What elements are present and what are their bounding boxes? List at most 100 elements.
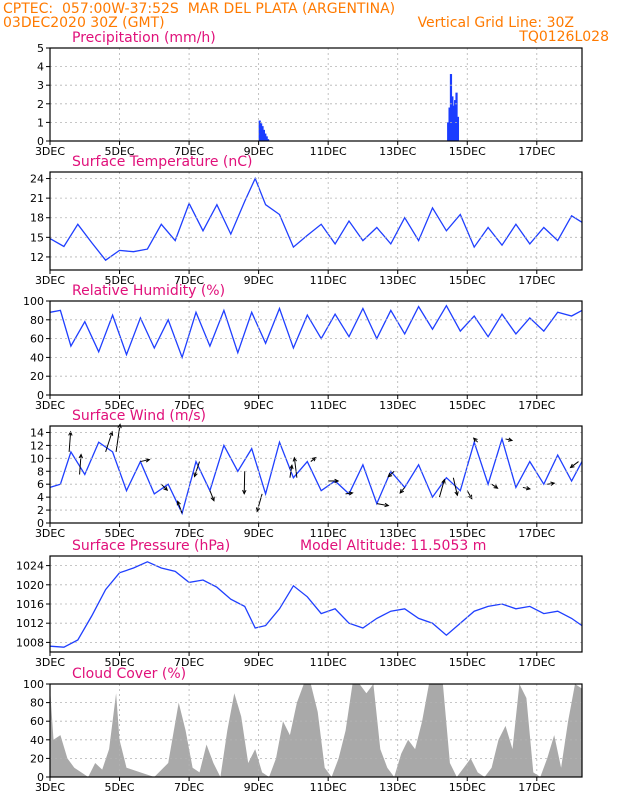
y-tick-label: 12 [30, 439, 44, 452]
temp-frame [49, 171, 583, 271]
wind-arrow [570, 461, 579, 468]
precip-bar [449, 74, 453, 141]
x-tick-label: 5DEC [104, 399, 134, 412]
x-tick-label: 11DEC [310, 145, 347, 158]
y-tick-label: 14 [30, 426, 44, 439]
x-tick-label: 9DEC [244, 145, 274, 158]
precip-bar [266, 139, 270, 141]
x-tick-label: 7DEC [174, 781, 204, 794]
y-tick-label: 20 [30, 752, 44, 765]
wind-arrow [209, 490, 215, 501]
wind-arrow [547, 482, 555, 485]
wind-arrow-head [334, 478, 340, 484]
x-tick-label: 3DEC [35, 145, 65, 158]
x-tick-label: 13DEC [379, 656, 416, 669]
x-tick-label: 15DEC [449, 145, 486, 158]
wind-arrow-head [454, 491, 459, 497]
y-tick-label: 1020 [16, 579, 44, 592]
wind-arrow-head [78, 453, 83, 459]
wind-arrow-head [493, 484, 499, 489]
wind-arrow-head [472, 437, 478, 443]
y-tick-label: 0 [37, 389, 44, 402]
x-tick-label: 13DEC [379, 781, 416, 794]
y-tick-label: 1012 [16, 617, 44, 630]
x-tick-label: 11DEC [310, 274, 347, 287]
precip-bar [262, 129, 265, 141]
wind-arrow-head [210, 496, 215, 502]
x-tick-label: 3DEC [35, 274, 65, 287]
header-line1: CPTEC: 057:00W-37:52S MAR DEL PLATA (ARG… [3, 1, 396, 17]
x-tick-label: 7DEC [174, 274, 204, 287]
y-tick-label: 100 [23, 295, 44, 308]
precip-bar [454, 100, 457, 141]
wind-arrow [177, 501, 183, 514]
cloud-title: Cloud Cover (%) [72, 666, 186, 682]
press-series-line [49, 561, 583, 648]
x-tick-label: 7DEC [174, 399, 204, 412]
x-tick-label: 7DEC [174, 656, 204, 669]
wind-arrow-head [311, 456, 317, 462]
cloud-area [50, 684, 582, 777]
wind-arrow [243, 471, 246, 494]
x-tick-label: 17DEC [518, 781, 555, 794]
y-tick-label: 10 [30, 452, 44, 465]
x-tick-label: 15DEC [449, 274, 486, 287]
x-tick-label: 7DEC [174, 527, 204, 540]
wind-arrow-head [399, 488, 405, 494]
precip-title: Precipitation (mm/h) [72, 30, 216, 46]
wind-arrow-head [387, 472, 393, 478]
y-tick-label: 5 [37, 42, 44, 55]
precip-bar [451, 96, 454, 141]
y-tick-label: 40 [30, 351, 44, 364]
wind-arrow [140, 459, 150, 463]
x-tick-label: 17DEC [518, 527, 555, 540]
x-tick-label: 17DEC [518, 399, 555, 412]
x-tick-label: 5DEC [104, 145, 134, 158]
y-tick-label: 2 [37, 504, 44, 517]
y-tick-label: 100 [23, 678, 44, 691]
press-title: Surface Pressure (hPa) [72, 538, 230, 554]
precip-bar [260, 123, 263, 141]
wind-arrow-head [289, 464, 294, 470]
precip-bar [264, 133, 267, 141]
x-tick-label: 9DEC [244, 399, 274, 412]
precip-bar [452, 105, 455, 141]
x-tick-label: 7DEC [174, 145, 204, 158]
wind-arrow [399, 487, 406, 494]
wind-arrow-head [550, 481, 556, 486]
y-tick-label: 60 [30, 333, 44, 346]
y-tick-label: 80 [30, 697, 44, 710]
wind-arrow-head [163, 486, 169, 492]
wind-arrow-head [292, 456, 297, 462]
y-tick-label: 1 [37, 116, 44, 129]
wind-arrow [387, 470, 395, 478]
y-tick-label: 18 [30, 212, 44, 225]
x-tick-label: 5DEC [104, 781, 134, 794]
precip-frame [49, 47, 583, 142]
x-tick-label: 5DEC [104, 527, 134, 540]
precip-bar [265, 136, 268, 141]
precip-bar [456, 116, 460, 141]
wind-arrow [160, 483, 168, 491]
y-tick-label: 15 [30, 231, 44, 244]
wind-arrow [452, 477, 458, 496]
x-tick-label: 11DEC [310, 527, 347, 540]
x-tick-label: 15DEC [449, 781, 486, 794]
wind-arrow-head [441, 478, 446, 484]
x-tick-label: 13DEC [379, 274, 416, 287]
y-tick-label: 12 [30, 251, 44, 264]
wind-arrow-head [176, 500, 181, 506]
x-tick-label: 9DEC [244, 781, 274, 794]
cloud-frame [49, 683, 583, 778]
x-tick-label: 17DEC [518, 145, 555, 158]
wind-arrow [438, 479, 445, 498]
wind-arrow [194, 461, 200, 477]
y-tick-label: 3 [37, 79, 44, 92]
rh-frame [49, 300, 583, 396]
y-tick-label: 0 [37, 135, 44, 148]
precip-bar [261, 126, 264, 141]
x-tick-label: 11DEC [310, 781, 347, 794]
wind-arrow-head [68, 430, 73, 436]
wind-arrow [105, 431, 113, 453]
x-tick-label: 3DEC [35, 399, 65, 412]
